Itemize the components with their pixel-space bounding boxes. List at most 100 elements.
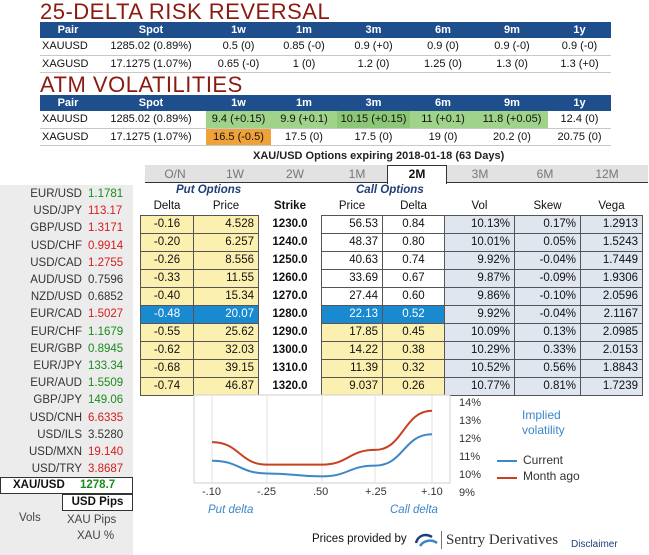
atm-header: Pair Spot 1w 1m 3m 6m 9m 1y (40, 95, 611, 111)
put-price-cell: 6.257 (193, 232, 259, 252)
call-price-cell: 27.44 (321, 286, 383, 306)
strike-cell: 1290.0 (258, 323, 322, 341)
fx-pair-value: 133.34 (88, 360, 124, 372)
tab-6m[interactable]: 6M (536, 167, 554, 181)
fx-pair-row[interactable]: USD/CHF 0.9914 (0, 238, 133, 255)
fx-pair-row[interactable]: EUR/JPY 133.34 (0, 358, 133, 375)
fx-pair-value: 1.5027 (88, 308, 124, 321)
xau-pips-button[interactable]: XAU Pips (67, 514, 117, 526)
pair-cell: XAUUSD (40, 111, 96, 129)
fx-pair-value: 0.6852 (88, 291, 124, 304)
call-delta-cell: 0.38 (382, 340, 445, 360)
strike-cell: 1230.0 (258, 215, 322, 233)
sentry-derivatives-link[interactable]: Sentry Derivatives (446, 532, 559, 548)
table-row[interactable]: -0.74 46.87 1320.0 9.037 0.26 10.77% 0.81% 1.72… (140, 376, 643, 396)
call-delta-cell: 0.74 (382, 250, 445, 270)
fx-pair-name: USD/CHF (30, 239, 82, 252)
strike-cell: 1260.0 (258, 269, 322, 287)
x-tick-label: +.25 (365, 486, 387, 498)
legend-swatch-current (497, 460, 517, 462)
table-row[interactable]: -0.16 4.528 1230.0 56.53 0.84 10.13% 0.17% 1.29… (140, 214, 643, 234)
put-options-header: Put Options (176, 184, 242, 196)
tab-3m[interactable]: 3M (471, 167, 489, 181)
vol-cell: 20.2 (0) (476, 128, 548, 146)
fx-pair-row[interactable]: GBP/JPY 149.06 (0, 392, 133, 409)
selected-pair[interactable]: XAU/USD 1278.7 (0, 477, 133, 494)
y-tick-label: 13% (459, 415, 482, 427)
options-caption: XAU/USD Options expiring 2018-01-18 (63 … (253, 150, 505, 162)
strike-cell: 1270.0 (258, 287, 322, 305)
table-row[interactable]: -0.20 6.257 1240.0 48.37 0.80 10.01% 0.05% 1.52… (140, 232, 643, 252)
tab-1w[interactable]: 1W (226, 167, 244, 181)
fx-pair-name: USD/JPY (33, 205, 82, 218)
skew-cell: -0.04% (514, 304, 581, 324)
strike-cell: 1310.0 (258, 359, 322, 377)
tab-12m[interactable]: 12M (595, 167, 619, 181)
vol-cell: 9.92% (444, 250, 515, 270)
vols-button[interactable]: Vols (19, 512, 41, 524)
disclaimer-link[interactable]: Disclaimer (571, 539, 618, 550)
call-price-cell: 14.22 (321, 340, 383, 360)
call-price-cell: 17.85 (321, 322, 383, 342)
put-price-cell: 8.556 (193, 250, 259, 270)
tab-2w[interactable]: 2W (286, 167, 304, 181)
vega-cell: 1.7449 (580, 250, 643, 270)
pair-cell: XAGUSD (40, 55, 96, 73)
skew-cell: -0.10% (514, 286, 581, 306)
skew-cell: -0.04% (514, 250, 581, 270)
vol-cell: 16.5 (-0.5) (206, 128, 271, 146)
selected-pair-name: XAU/USD (13, 479, 65, 491)
put-price-cell: 4.528 (193, 214, 259, 234)
rr-cell: 0.9 (-0) (548, 38, 611, 56)
table-row[interactable]: -0.68 39.15 1310.0 11.39 0.32 10.52% 0.56% 1.88… (140, 358, 643, 378)
fx-pair-name: EUR/GBP (30, 342, 82, 355)
col-header: Delta (400, 199, 427, 212)
fx-pair-row[interactable]: NZD/USD 0.6852 (0, 289, 133, 306)
fx-pair-value: 113.17 (88, 205, 123, 218)
vega-cell: 1.9306 (580, 268, 643, 288)
col-header: 9m (476, 22, 548, 38)
call-price-cell: 56.53 (321, 214, 383, 234)
col-header: 1w (206, 22, 271, 38)
table-row[interactable]: -0.40 15.34 1270.0 27.44 0.60 9.86% -0.10% 2.05… (140, 286, 643, 306)
strike-cell: 1240.0 (258, 233, 322, 251)
fx-pair-row[interactable]: EUR/USD 1.1781 (0, 186, 133, 203)
table-row[interactable]: -0.55 25.62 1290.0 17.85 0.45 10.09% 0.13% 2.09… (140, 322, 643, 342)
xau-percent-button[interactable]: XAU % (77, 530, 115, 542)
fx-pair-row[interactable]: USD/CAD 1.2755 (0, 255, 133, 272)
fx-pair-row[interactable]: USD/JPY 113.17 (0, 203, 133, 220)
chart-title: Implied volatility (522, 408, 565, 437)
fx-pair-row[interactable]: EUR/CAD 1.5027 (0, 306, 133, 323)
col-header: 3m (337, 95, 410, 111)
table-row[interactable]: -0.33 11.55 1260.0 33.69 0.67 9.87% -0.09% 1.93… (140, 268, 643, 288)
y-tick-label: 12% (459, 433, 482, 445)
put-price-cell: 11.55 (193, 268, 259, 288)
tab-on[interactable]: O/N (164, 167, 186, 181)
put-price-cell: 46.87 (193, 376, 259, 396)
col-header: 1m (271, 95, 337, 111)
table-row[interactable]: -0.48 20.07 1280.0 22.13 0.52 9.92% -0.04% 2.11… (140, 304, 643, 324)
fx-pair-row[interactable]: GBP/USD 1.3171 (0, 220, 133, 237)
rr-cell: 0.5 (0) (206, 38, 271, 56)
usd-pips-button[interactable]: USD Pips (62, 494, 133, 511)
vega-cell: 2.0985 (580, 322, 643, 342)
table-row[interactable]: -0.26 8.556 1250.0 40.63 0.74 9.92% -0.04% 1.74… (140, 250, 643, 270)
fx-pair-row[interactable]: USD/CNH 6.6335 (0, 410, 133, 427)
legend-label-month-ago: Month ago (523, 469, 580, 483)
fx-pair-row[interactable]: AUD/USD 0.7596 (0, 272, 133, 289)
y-tick-label: 9% (459, 487, 475, 499)
tab-2m[interactable]: 2M (387, 165, 447, 184)
vol-cell: 9.9 (+0.1) (271, 111, 337, 129)
table-row[interactable]: -0.62 32.03 1300.0 14.22 0.38 10.29% 0.33% 2.01… (140, 340, 643, 360)
fx-pair-row[interactable]: USD/MXN 19.140 (0, 444, 133, 461)
fx-pair-row[interactable]: EUR/AUD 1.5509 (0, 375, 133, 392)
put-price-cell: 32.03 (193, 340, 259, 360)
put-delta-cell: -0.26 (140, 250, 194, 270)
vol-cell: 10.13% (444, 214, 515, 234)
fx-pair-row[interactable]: EUR/GBP 0.8945 (0, 341, 133, 358)
fx-pair-row[interactable]: USD/ILS 3.5280 (0, 427, 133, 444)
tab-1m[interactable]: 1M (348, 167, 366, 181)
fx-pair-row[interactable]: USD/TRY 3.8687 (0, 461, 133, 478)
vega-cell: 2.1167 (580, 304, 643, 324)
fx-pair-row[interactable]: EUR/CHF 1.1679 (0, 324, 133, 341)
